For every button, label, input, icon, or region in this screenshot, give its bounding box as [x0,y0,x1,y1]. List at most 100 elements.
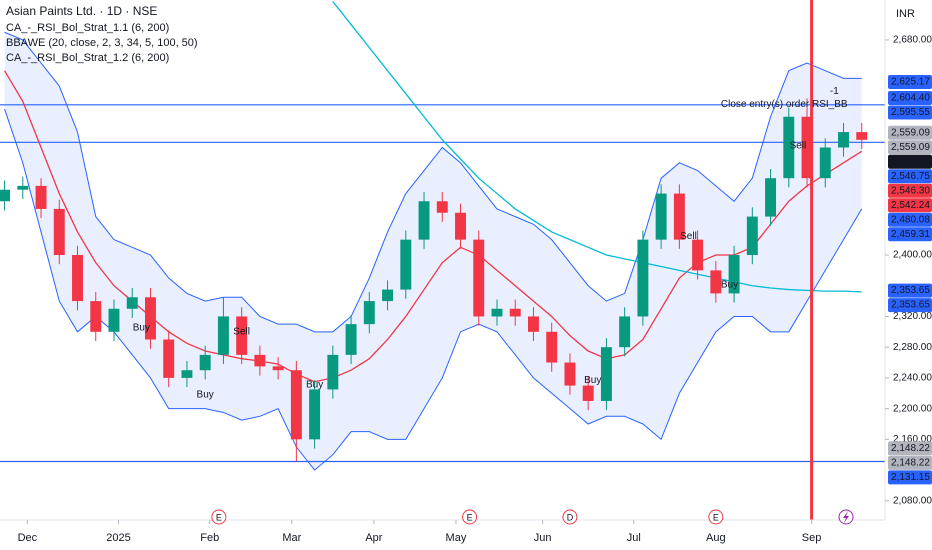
lightning-icon [838,509,854,525]
price-label-box [888,298,932,313]
x-tick-label: Jul [627,532,641,544]
price-label-box [888,75,932,90]
candle-body [17,185,29,190]
candle-body [144,297,156,340]
y-tick-label: 2,080.00 [893,495,932,506]
candle-body [673,193,685,240]
band-line [4,108,863,471]
candle-body [655,193,667,240]
x-tick-label: Apr [365,532,382,544]
indicator-label: CA_-_RSI_Bol_Strat_1.2 (6, 200) [6,52,169,64]
annotation: Buy [584,375,601,386]
candle-body [473,239,485,317]
band-line [4,31,862,333]
x-tick-label: Sep [802,532,822,544]
candle-body [710,270,722,294]
price-label-box [888,227,932,242]
y-tick-label: 2,240.00 [893,373,932,384]
x-tick-label: 2025 [106,532,130,544]
indicator-label: CA_-_RSI_Bol_Strat_1.1 (6, 200) [6,22,169,34]
y-tick-label: 2,680.00 [893,35,932,46]
candle-body [637,239,649,317]
event-marker [211,509,227,525]
event-label: E [216,512,222,522]
candle-body [108,308,120,332]
candle-body [582,385,594,401]
currency-label: INR [896,8,915,20]
candle-body [236,316,248,355]
candle-body [217,316,229,355]
candle-body [546,331,558,363]
y-tick-label: 2,200.00 [893,403,932,414]
price-label: 2,547.98 [891,156,930,167]
price-label: 2,459.31 [891,229,930,240]
candle-body [272,366,284,371]
price-label: 2,604.40 [891,93,930,104]
candle-body [199,354,211,371]
annotation: Buy [133,323,150,334]
candle-body [163,339,175,378]
x-tick-label: May [446,532,467,544]
candle-body [53,208,65,256]
annotation: Sell [680,231,697,242]
candle-body [90,301,102,332]
candle-body [692,239,704,271]
candle-body [783,116,795,179]
price-label-box [888,140,932,155]
candle-body [400,239,412,290]
price-label-box [888,169,932,184]
candle-body [290,370,302,440]
price-label: 2,480.08 [891,214,930,225]
y-tick-label: 2,280.00 [893,342,932,353]
annotation: -1 [830,86,839,97]
annotation: Sell [790,141,807,152]
price-label-box [888,198,932,213]
candle-body [819,147,831,179]
candle-body [72,255,83,302]
candle-body [436,201,448,213]
candle-body [600,347,612,401]
event-label: D [567,512,574,522]
indicator-label: BBAWE (20, close, 2, 3, 34, 5, 100, 50) [6,37,198,49]
price-label-box [888,91,932,106]
y-tick-label: 2,320.00 [893,311,932,322]
moving-average [332,1,862,293]
price-label-box [888,125,932,140]
candle-body [728,255,740,294]
candle-body [345,324,357,355]
price-label-box [888,455,932,470]
candle-body [0,189,11,202]
x-tick-label: Feb [200,532,219,544]
price-label-box [888,105,932,120]
chart-title: Asian Paints Ltd. · 1D · NSE [6,4,157,18]
annotation: Close entry(s) order RSI_BB [721,99,848,110]
annotation: Buy [197,389,214,400]
price-label: 2,542.24 [891,200,930,211]
x-tick-label: Dec [18,532,38,544]
plot-area: Buy Buy Sell Buy Buy Sell Buy Sell Close entry(s… [0,0,885,520]
candle-body [181,370,193,378]
y-tick-label: 2,160.00 [893,434,932,445]
price-label: 2,559.09 [891,127,930,138]
price-label: 2,559.09 [891,142,930,153]
y-tick-label: 2,400.00 [893,250,932,261]
price-label: 2,353.65 [891,300,930,311]
price-label-box [888,183,932,198]
event-marker [462,509,478,525]
price-label: 2,353.65 [891,285,930,296]
price-label-box [888,441,932,456]
candle-body [382,289,394,302]
candle-body [35,185,47,209]
candle-body [746,216,758,256]
price-label: 2,546.75 [891,171,930,182]
price-label: 2,595.55 [891,107,930,118]
event-label: E [713,512,719,522]
candle-body [838,132,849,148]
candle-body [254,354,266,367]
price-label-box [888,470,932,485]
price-label: 2,148.22 [891,443,930,454]
candle-body [327,354,339,390]
event-label: E [467,512,473,522]
band-fill [4,32,862,471]
